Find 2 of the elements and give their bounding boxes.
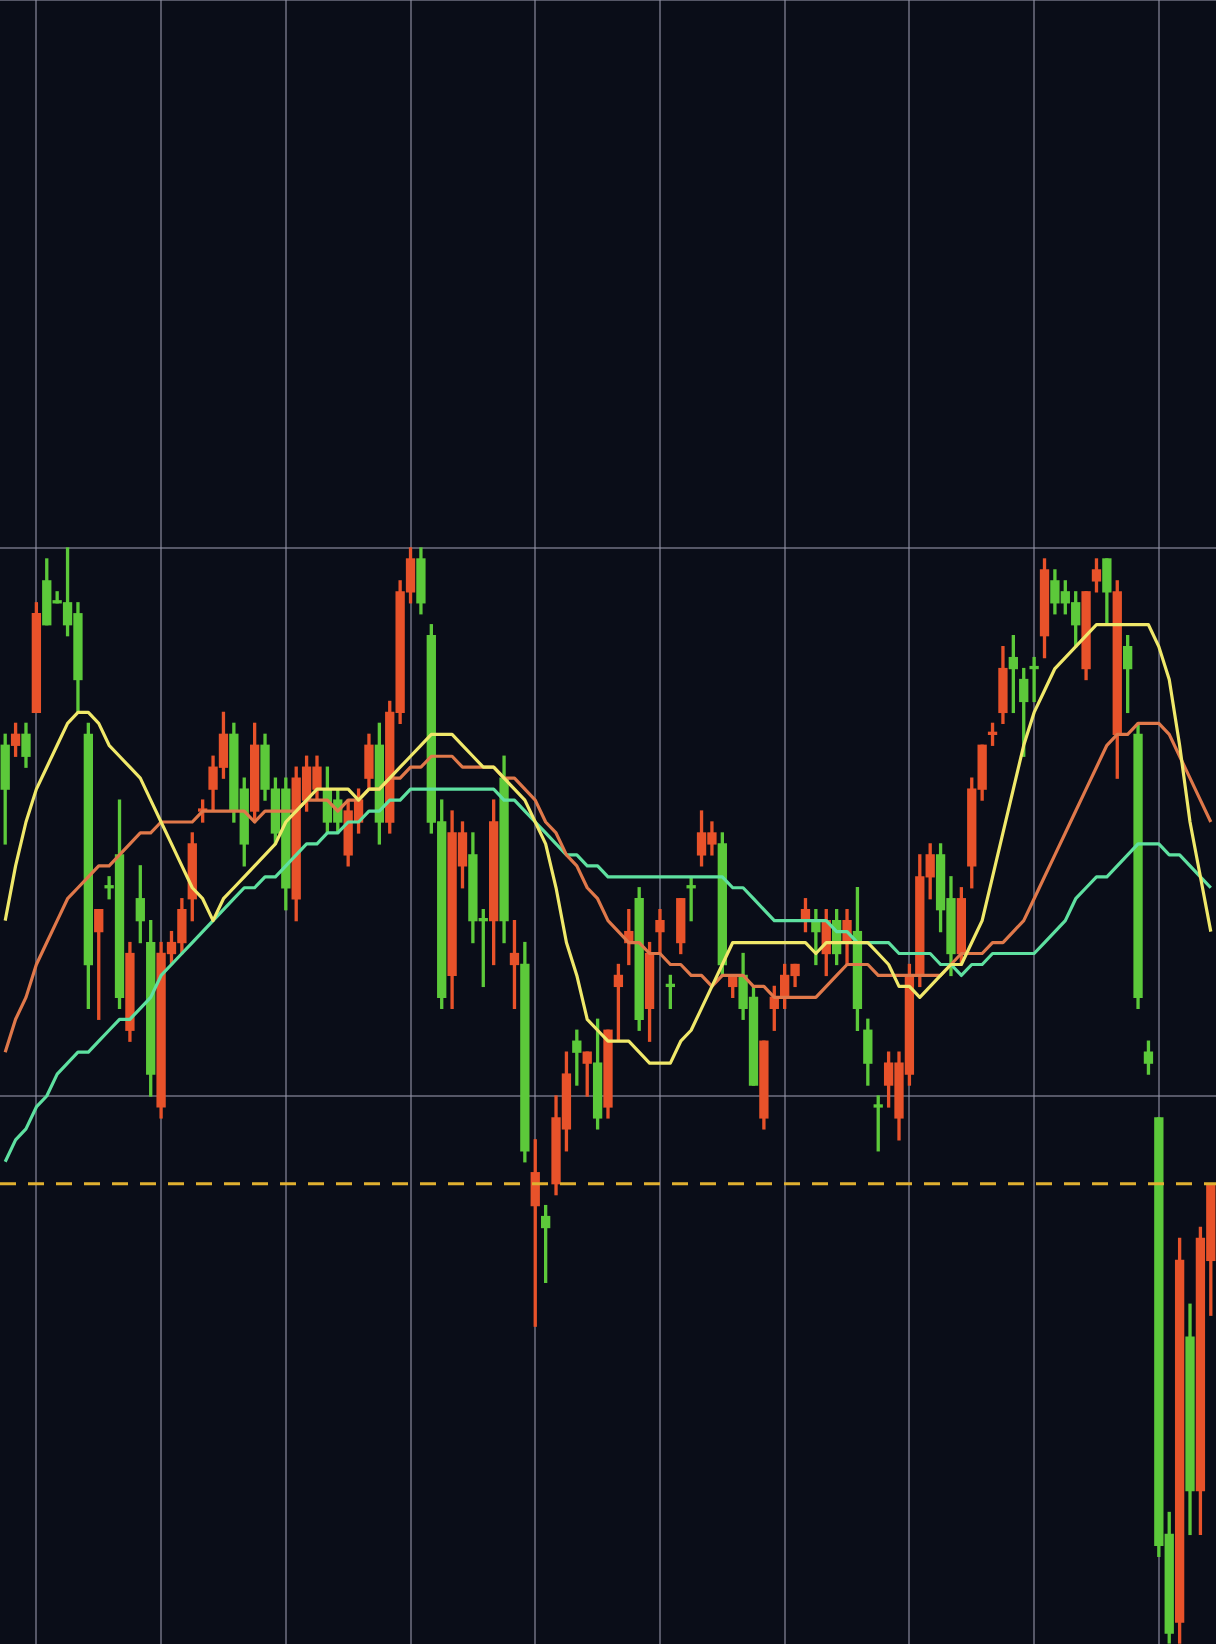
candlestick [1029,656,1039,703]
candlestick [686,876,696,922]
